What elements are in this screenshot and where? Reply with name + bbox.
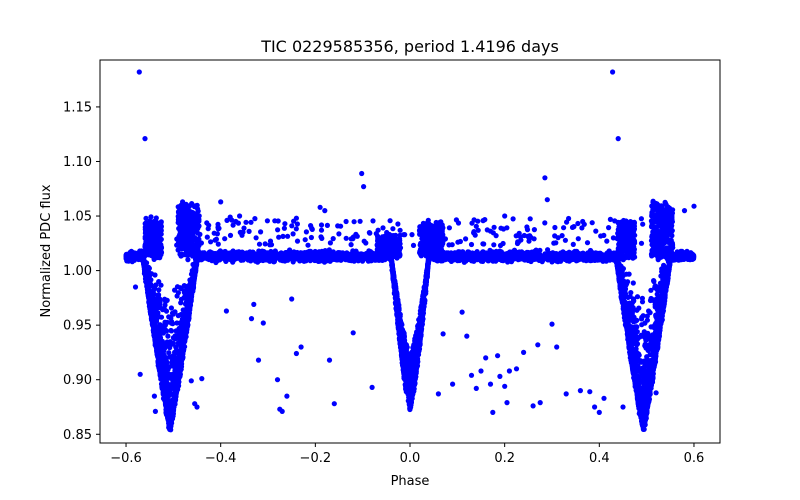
data-point	[163, 308, 170, 314]
data-point	[346, 253, 352, 259]
data-point	[562, 253, 569, 259]
data-point	[209, 255, 215, 261]
data-point	[642, 363, 648, 370]
data-point	[231, 253, 237, 259]
data-point	[255, 252, 261, 258]
data-point	[592, 251, 598, 257]
data-point	[493, 252, 499, 258]
data-point	[172, 287, 178, 293]
data-point	[127, 254, 133, 260]
data-point	[530, 252, 537, 258]
data-point	[639, 299, 646, 305]
chart-title: TIC 0229585356, period 1.4196 days	[260, 37, 559, 56]
data-point	[568, 252, 575, 258]
data-point	[137, 248, 143, 254]
data-point	[449, 255, 455, 262]
data-point	[295, 252, 301, 258]
data-point	[245, 254, 251, 261]
data-point	[685, 256, 692, 262]
data-point	[505, 255, 511, 261]
data-point	[178, 296, 184, 302]
data-point	[482, 254, 488, 260]
data-point	[241, 254, 247, 260]
data-point	[648, 287, 654, 293]
data-point	[352, 255, 358, 261]
data-point	[474, 250, 480, 256]
data-point	[303, 257, 309, 263]
data-point	[636, 305, 642, 311]
data-point	[456, 254, 463, 261]
data-point	[570, 256, 576, 262]
data-point	[236, 253, 242, 259]
data-point	[545, 247, 551, 253]
data-point	[360, 252, 367, 258]
data-point	[262, 250, 268, 256]
data-point	[584, 254, 591, 260]
data-point	[577, 255, 583, 261]
data-point	[204, 252, 210, 258]
data-point	[313, 251, 319, 257]
data-point	[280, 253, 286, 259]
data-point	[493, 258, 499, 264]
data-point	[519, 255, 525, 262]
data-point	[651, 278, 657, 284]
data-point	[585, 250, 591, 256]
data-point	[166, 424, 172, 431]
data-point	[511, 255, 517, 261]
data-point	[574, 249, 580, 256]
data-point	[331, 255, 337, 261]
data-point	[602, 254, 608, 260]
data-point	[640, 425, 646, 431]
data-point	[174, 293, 180, 299]
data-point	[216, 251, 222, 257]
data-point	[133, 255, 139, 261]
data-point	[328, 249, 334, 255]
data-point	[156, 287, 162, 293]
data-point	[222, 251, 228, 257]
data-point	[267, 257, 273, 263]
data-point	[634, 294, 641, 300]
data-point	[325, 257, 331, 263]
data-points	[123, 69, 697, 433]
data-point	[519, 250, 525, 256]
data-point	[307, 251, 313, 257]
data-point	[500, 253, 506, 259]
data-point	[168, 328, 175, 334]
data-point	[598, 253, 604, 259]
data-point	[539, 253, 545, 259]
data-point	[462, 255, 468, 261]
data-point	[552, 251, 558, 257]
data-point	[336, 254, 343, 260]
data-point	[272, 253, 278, 259]
data-point	[448, 250, 454, 256]
data-point	[272, 248, 278, 254]
data-point	[200, 252, 206, 258]
data-point	[287, 255, 293, 261]
